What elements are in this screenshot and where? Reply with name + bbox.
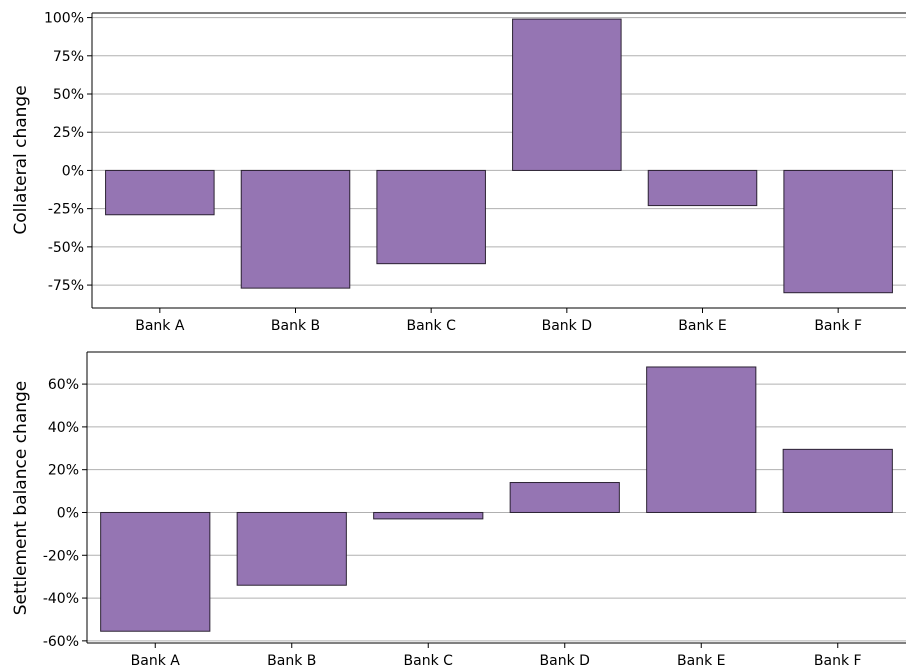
- x-tick-label: Bank B: [267, 653, 316, 669]
- y-tick-label: 100%: [44, 11, 84, 27]
- bar: [509, 482, 620, 513]
- bar: [105, 169, 215, 216]
- bar: [100, 511, 211, 632]
- x-tick-label: Bank D: [540, 653, 590, 669]
- bar: [647, 169, 758, 207]
- x-tick-label: Bank C: [406, 318, 456, 334]
- bar: [512, 18, 622, 171]
- x-tick-label: Bank B: [271, 318, 320, 334]
- settlement-balance-change-chart: Settlement balance change 60% 40% 20% 0% -20…: [11, 351, 906, 669]
- bar: [376, 169, 486, 265]
- y-tick-label: 75%: [53, 49, 84, 65]
- y-tick-label: -75%: [48, 278, 84, 294]
- y-tick-label: 40%: [48, 420, 79, 436]
- y-tick-label: 20%: [48, 463, 79, 479]
- y-tick-label: -50%: [48, 240, 84, 256]
- y-tick-label: -60%: [43, 634, 79, 650]
- x-tick-label: Bank C: [404, 653, 454, 669]
- y-tick-label: 50%: [53, 87, 84, 103]
- y-tick-label: -40%: [43, 591, 79, 607]
- x-tick-label: Bank F: [814, 653, 862, 669]
- bar: [782, 448, 893, 513]
- y-tick-label: -25%: [48, 202, 84, 218]
- collateral-change-chart: Collateral change 100% 75% 50% 25% 0% -25% -50…: [11, 11, 906, 334]
- x-tick-label: Bank E: [677, 653, 725, 669]
- bar: [373, 511, 484, 520]
- y-tick-label: 0%: [57, 505, 79, 521]
- x-tick-label: Bank F: [814, 318, 862, 334]
- y-tick-label: -20%: [43, 548, 79, 564]
- bar: [646, 366, 757, 513]
- bar: [236, 511, 347, 586]
- bar: [240, 169, 351, 289]
- x-tick-label: Bank A: [135, 318, 185, 334]
- x-tick-label: Bank A: [131, 653, 181, 669]
- bar: [783, 169, 893, 294]
- y-tick-label: 25%: [53, 125, 84, 141]
- x-tick-label: Bank E: [678, 318, 726, 334]
- y-axis-label: Collateral change: [11, 85, 31, 234]
- y-tick-label: 0%: [62, 163, 84, 179]
- x-tick-label: Bank D: [542, 318, 592, 334]
- y-tick-label: 60%: [48, 377, 79, 393]
- y-axis-label: Settlement balance change: [11, 381, 31, 616]
